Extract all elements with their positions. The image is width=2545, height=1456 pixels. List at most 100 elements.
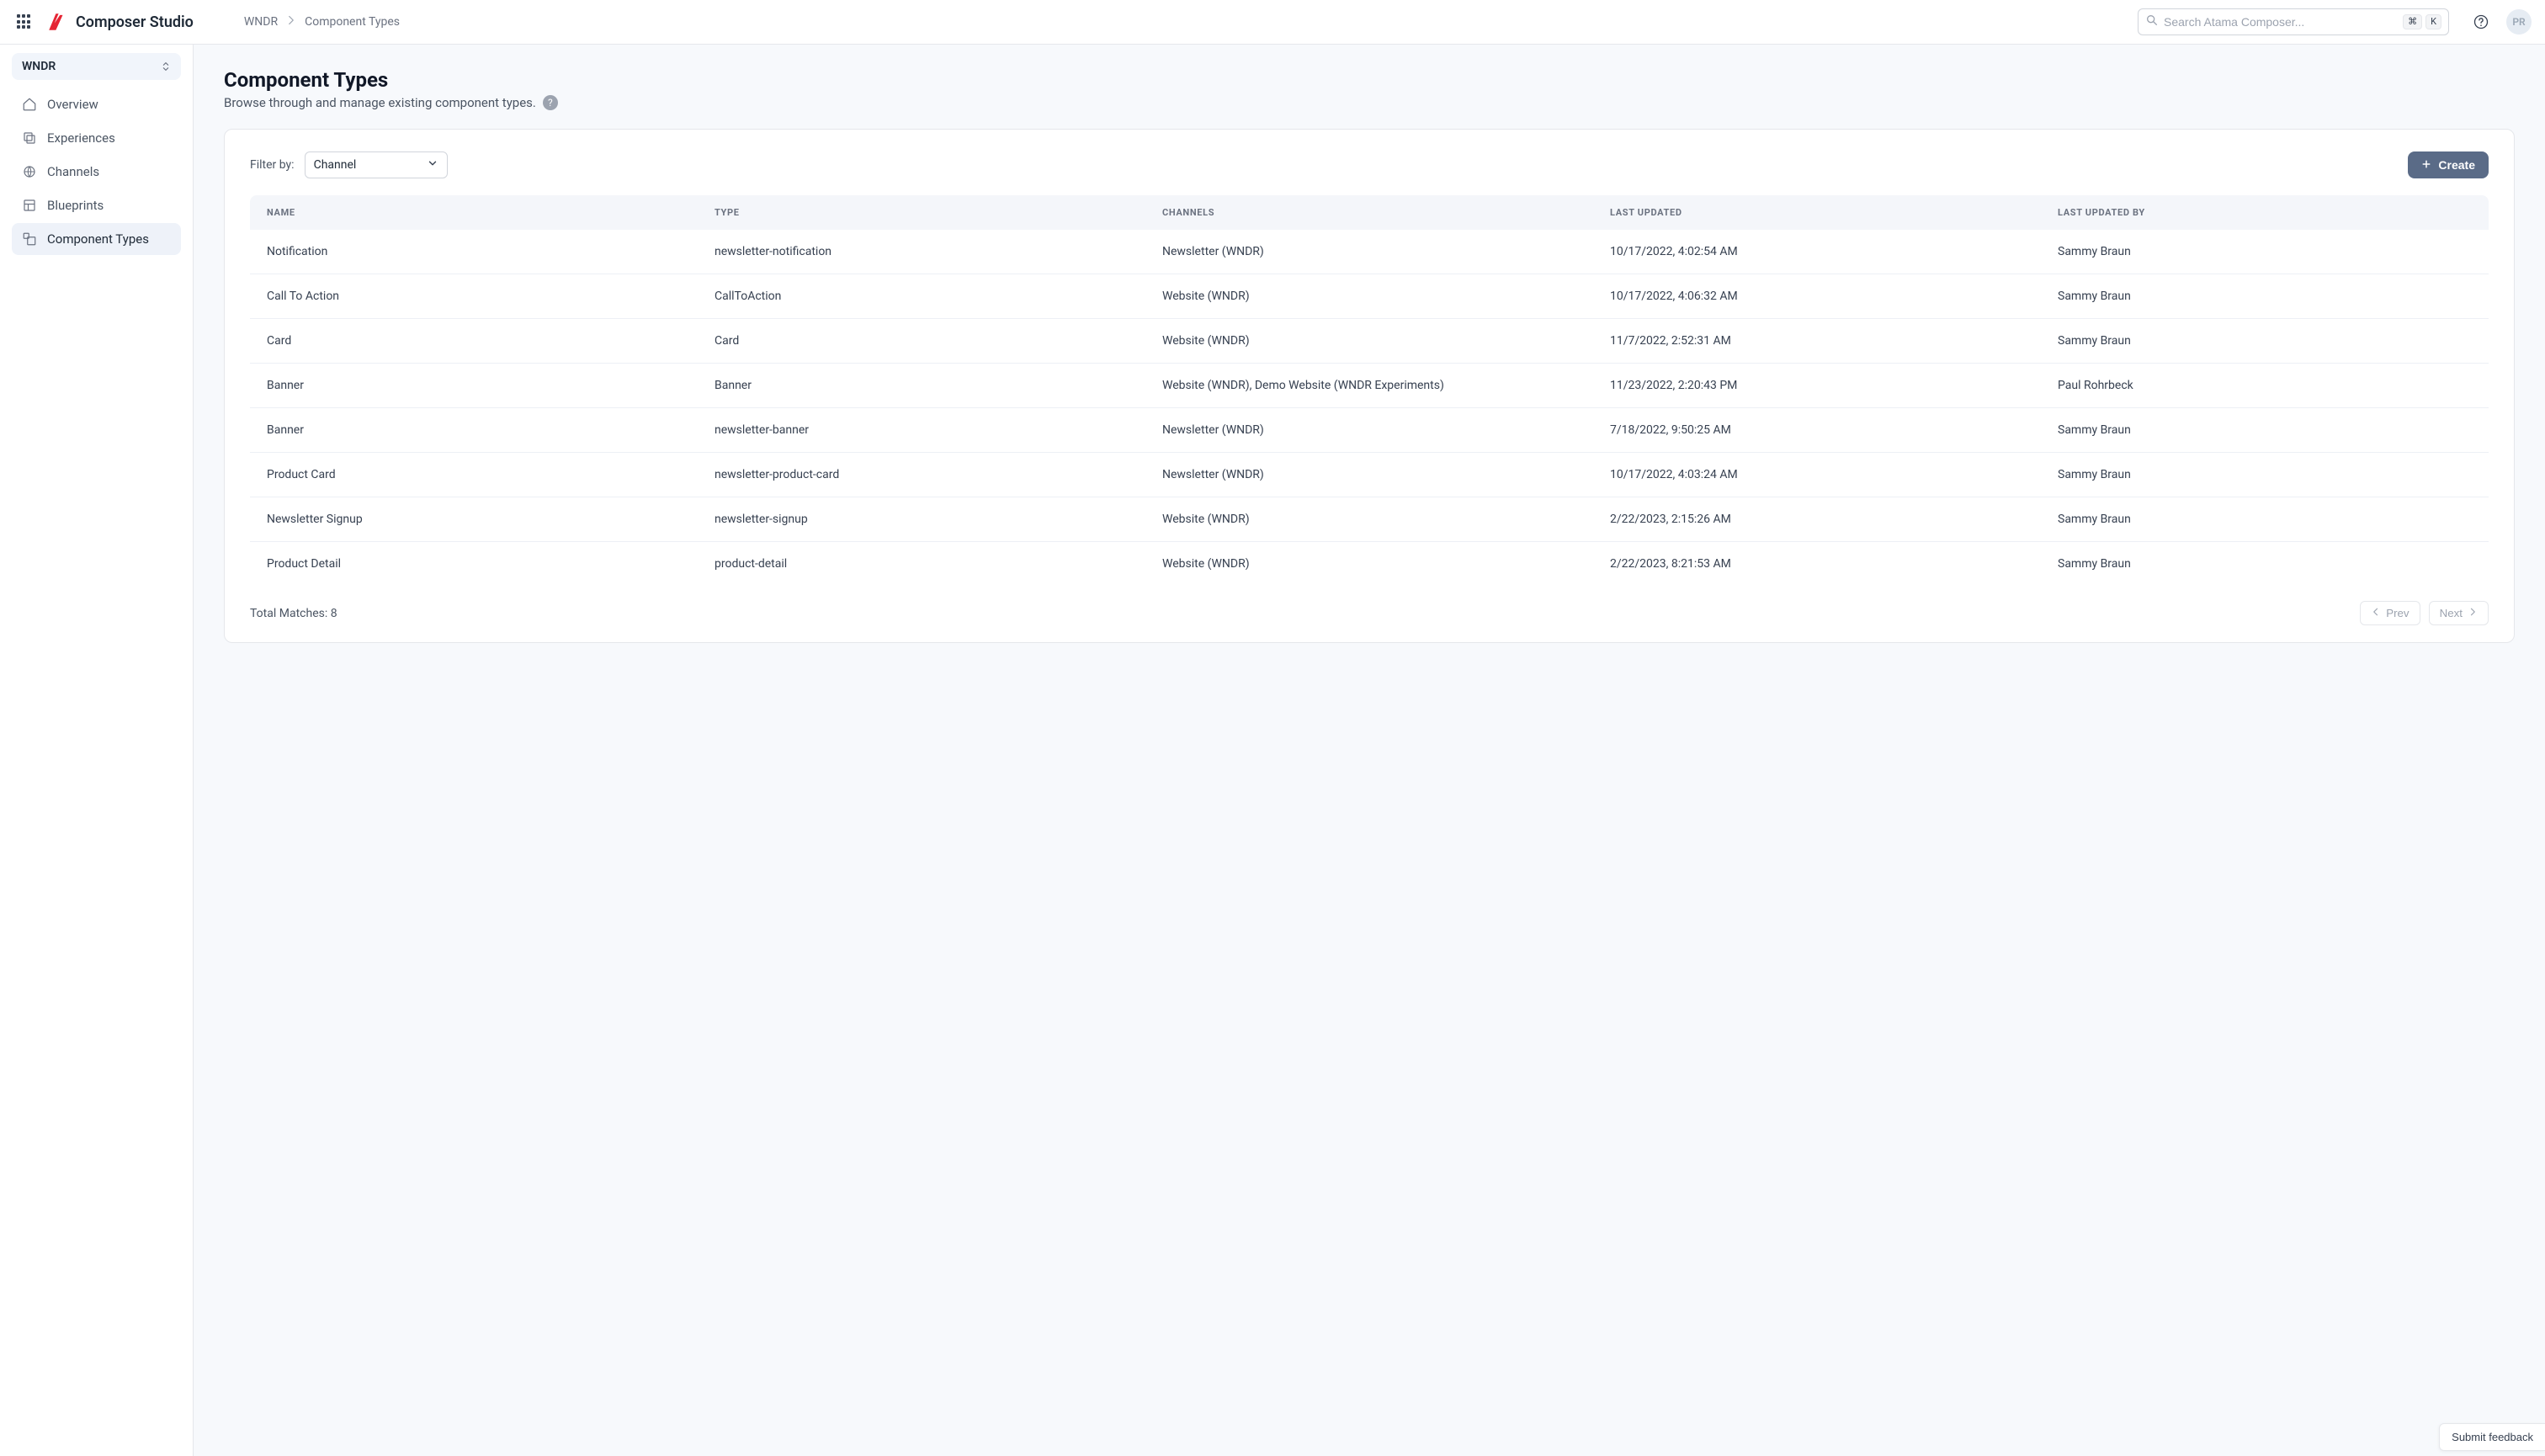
filter-label: Filter by: <box>250 158 295 172</box>
sidebar-item-overview[interactable]: Overview <box>12 88 181 120</box>
blueprints-icon <box>22 198 37 213</box>
feedback-label: Submit feedback <box>2452 1431 2533 1443</box>
search-box[interactable]: ⌘ K <box>2138 8 2449 35</box>
sidebar-nav: Overview Experiences Channels Blueprints Com… <box>12 88 181 255</box>
table-cell: Sammy Braun <box>2041 230 2489 274</box>
help-button[interactable] <box>2469 10 2493 34</box>
apps-grid-icon[interactable] <box>17 14 32 29</box>
table-row[interactable]: Notificationnewsletter-notificationNewsl… <box>250 230 2489 274</box>
table-row[interactable]: Bannernewsletter-bannerNewsletter (WNDR)… <box>250 408 2489 453</box>
breadcrumb-root-link[interactable]: WNDR <box>244 15 278 29</box>
table-cell: Newsletter (WNDR) <box>1145 230 1593 274</box>
table-col-0: NAME <box>250 195 698 230</box>
table-cell: 10/17/2022, 4:02:54 AM <box>1593 230 2041 274</box>
chevron-right-icon <box>2468 607 2478 619</box>
table-row[interactable]: Newsletter Signupnewsletter-signupWebsit… <box>250 497 2489 542</box>
app-header: Composer Studio WNDR Component Types ⌘ K… <box>0 0 2545 45</box>
header-left-group: Composer Studio WNDR Component Types <box>17 10 400 34</box>
chevron-down-icon <box>427 157 438 173</box>
table-cell: 7/18/2022, 9:50:25 AM <box>1593 408 2041 453</box>
filter-select[interactable]: Channel <box>305 151 448 178</box>
table-cell: Sammy Braun <box>2041 408 2489 453</box>
sidebar-item-channels[interactable]: Channels <box>12 156 181 188</box>
table-row[interactable]: BannerBannerWebsite (WNDR), Demo Website… <box>250 364 2489 408</box>
breadcrumb-current: Component Types <box>305 15 400 29</box>
prev-button[interactable]: Prev <box>2360 601 2420 625</box>
overview-icon <box>22 97 37 112</box>
brand-name: Composer Studio <box>76 13 194 31</box>
create-button[interactable]: Create <box>2408 151 2489 178</box>
main-content: Component Types Browse through and manag… <box>194 45 2545 1456</box>
table-cell: 2/22/2023, 2:15:26 AM <box>1593 497 2041 542</box>
total-matches-label: Total Matches: 8 <box>250 607 337 620</box>
table-cell: 2/22/2023, 8:21:53 AM <box>1593 542 2041 587</box>
table-cell: 10/17/2022, 4:03:24 AM <box>1593 453 2041 497</box>
next-label: Next <box>2440 607 2463 619</box>
filter-select-value: Channel <box>314 158 357 172</box>
table-cell: newsletter-notification <box>698 230 1145 274</box>
prev-label: Prev <box>2386 607 2409 619</box>
table-cell: newsletter-product-card <box>698 453 1145 497</box>
sidebar-item-experiences[interactable]: Experiences <box>12 122 181 154</box>
chevron-left-icon <box>2371 607 2381 619</box>
table-cell: Product Card <box>250 453 698 497</box>
table-row[interactable]: Product Cardnewsletter-product-cardNewsl… <box>250 453 2489 497</box>
table-cell: 10/17/2022, 4:06:32 AM <box>1593 274 2041 319</box>
experiences-icon <box>22 130 37 146</box>
search-shortcut: ⌘ K <box>2403 14 2441 29</box>
table-cell: Sammy Braun <box>2041 453 2489 497</box>
table-cell: Sammy Braun <box>2041 542 2489 587</box>
table-cell: Website (WNDR) <box>1145 274 1593 319</box>
sidebar-item-label: Component Types <box>47 231 149 247</box>
table-cell: product-detail <box>698 542 1145 587</box>
table-cell: Sammy Braun <box>2041 497 2489 542</box>
pagination: Prev Next <box>2360 601 2489 625</box>
table-cell: Banner <box>250 408 698 453</box>
table-cell: Call To Action <box>250 274 698 319</box>
table-row[interactable]: Product Detailproduct-detailWebsite (WND… <box>250 542 2489 587</box>
info-icon[interactable]: ? <box>543 95 558 110</box>
sidebar-item-component-types[interactable]: Component Types <box>12 223 181 255</box>
table-col-4: LAST UPDATED BY <box>2041 195 2489 230</box>
brand[interactable]: Composer Studio <box>45 10 194 34</box>
table-cell: Sammy Braun <box>2041 319 2489 364</box>
table-cell: Product Detail <box>250 542 698 587</box>
content-card: Filter by: Channel Create NAME <box>224 129 2515 643</box>
table-cell: Sammy Braun <box>2041 274 2489 319</box>
sidebar-item-blueprints[interactable]: Blueprints <box>12 189 181 221</box>
avatar[interactable]: PR <box>2506 9 2532 35</box>
table-cell: Card <box>250 319 698 364</box>
table-cell: Banner <box>250 364 698 408</box>
component-types-icon <box>22 231 37 247</box>
page-subtitle: Browse through and manage existing compo… <box>224 95 536 110</box>
page-subtitle-row: Browse through and manage existing compo… <box>224 95 2515 110</box>
table-cell: Card <box>698 319 1145 364</box>
table-row[interactable]: Call To ActionCallToActionWebsite (WNDR)… <box>250 274 2489 319</box>
search-input[interactable] <box>2164 15 2398 29</box>
table-cell: newsletter-signup <box>698 497 1145 542</box>
table-cell: 11/7/2022, 2:52:31 AM <box>1593 319 2041 364</box>
sidebar: WNDR Overview Experiences Channels Blueprin… <box>0 45 194 1456</box>
table-row[interactable]: CardCardWebsite (WNDR)11/7/2022, 2:52:31… <box>250 319 2489 364</box>
table-cell: CallToAction <box>698 274 1145 319</box>
help-icon <box>2473 13 2489 30</box>
sidebar-item-label: Channels <box>47 164 99 179</box>
submit-feedback-button[interactable]: Submit feedback <box>2439 1423 2545 1451</box>
table-cell: Website (WNDR), Demo Website (WNDR Exper… <box>1145 364 1593 408</box>
card-footer: Total Matches: 8 Prev Next <box>250 601 2489 625</box>
table-cell: Notification <box>250 230 698 274</box>
workspace-label: WNDR <box>22 60 56 73</box>
table-cell: Website (WNDR) <box>1145 542 1593 587</box>
sidebar-item-label: Experiences <box>47 130 115 146</box>
next-button[interactable]: Next <box>2429 601 2489 625</box>
table-cell: Newsletter (WNDR) <box>1145 453 1593 497</box>
table-cell: Banner <box>698 364 1145 408</box>
breadcrumb: WNDR Component Types <box>244 15 400 29</box>
table-cell: Paul Rohrbeck <box>2041 364 2489 408</box>
table-col-2: CHANNELS <box>1145 195 1593 230</box>
table-cell: Website (WNDR) <box>1145 497 1593 542</box>
workspace-switcher[interactable]: WNDR <box>12 53 181 80</box>
header-right-group: PR <box>2469 9 2532 35</box>
table-col-3: LAST UPDATED <box>1593 195 2041 230</box>
chevron-right-icon <box>286 15 296 29</box>
